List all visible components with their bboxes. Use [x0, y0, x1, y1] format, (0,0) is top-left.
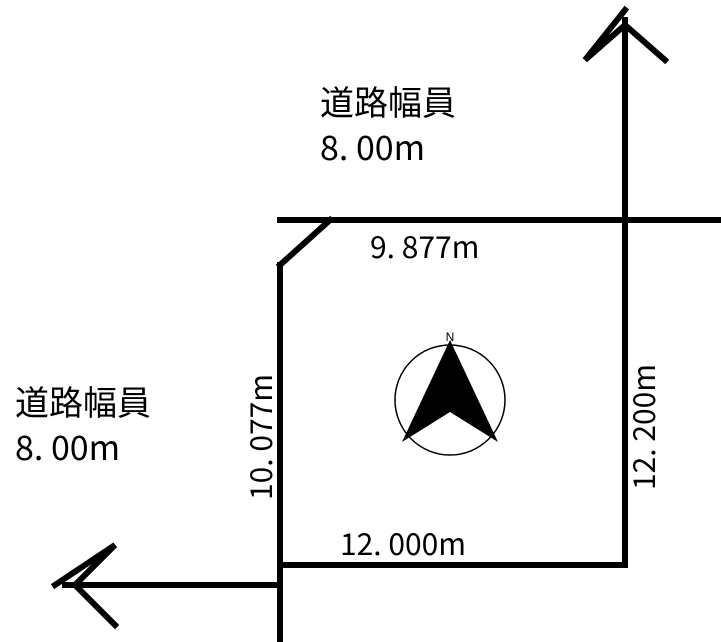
dim-top: 9. 877m: [370, 223, 479, 267]
road-width-label-top-2: 8. 00m: [320, 121, 425, 170]
dim-right: 12. 200m: [620, 364, 664, 490]
road-width-label-left-2: 8. 00m: [15, 421, 120, 470]
dim-left: 10. 077m: [237, 374, 281, 500]
road-width-label-top-1: 道路幅員: [320, 76, 456, 125]
road-width-label-left-1: 道路幅員: [15, 376, 151, 425]
dim-bottom: 12. 000m: [340, 520, 466, 564]
lot-survey-diagram: 道路幅員8. 00m道路幅員8. 00m9. 877m12. 200m12. 0…: [0, 0, 721, 642]
compass-n-label: N: [446, 330, 455, 344]
